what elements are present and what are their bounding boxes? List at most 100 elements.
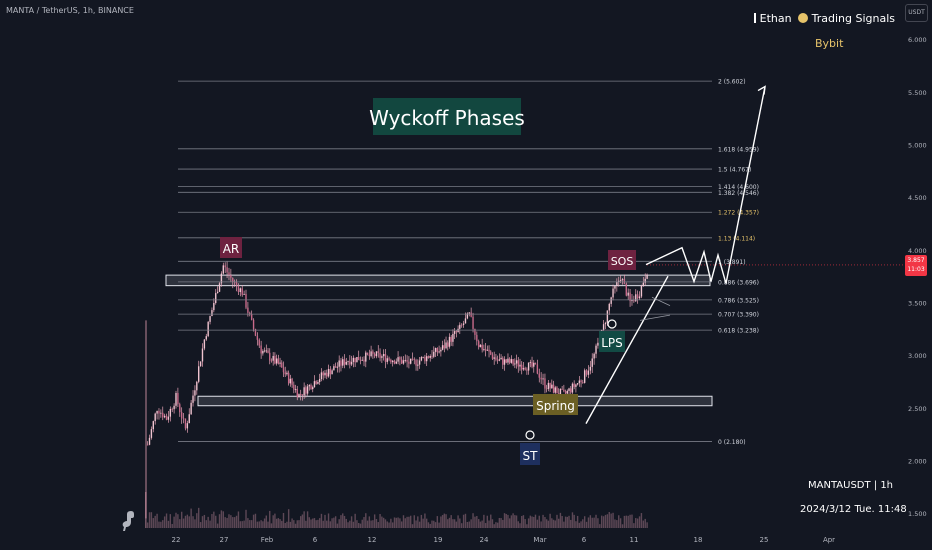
volume-bar [466,521,469,528]
candle-body [175,392,177,406]
volume-bar [614,519,616,528]
candle-body [534,362,537,365]
volume-bar [148,512,151,528]
candle-body [478,341,480,348]
candle-body [517,360,519,367]
volume-bar [216,523,219,528]
volume-bar [420,514,423,528]
candle-body [433,351,435,357]
volume-bar [479,521,482,528]
volume-bar [281,520,283,528]
volume-bar [582,519,584,528]
candle-body [483,349,485,350]
candle-body [269,352,271,361]
volume-bar [375,519,378,528]
volume-bar [384,519,387,528]
x-tick-label: Feb [261,536,274,544]
candle-body [375,351,378,357]
volume-bar [154,515,156,528]
candle-body [402,360,405,364]
volume-bar [536,519,539,528]
candle-body [502,357,504,365]
currency-button[interactable]: USDT [905,4,928,22]
candle-body [573,383,575,387]
volume-bar [315,520,317,528]
volume-bar [365,513,367,528]
volume-bar [558,518,560,528]
exchange-name: Bybit [815,37,844,50]
candle-body [249,312,251,315]
volume-bar [329,521,332,528]
candle-body [233,282,236,283]
volume-bar [237,511,240,528]
volume-bar [368,516,371,528]
candle-body [287,372,290,384]
candle-body [425,356,428,362]
candle-body [301,394,304,396]
volume-bar [621,524,624,528]
volume-bar [218,514,221,528]
projection-arrow-head [757,85,766,95]
candle-body [524,368,526,370]
volume-bar [448,517,451,528]
candle-body [570,388,572,393]
volume-bar [642,520,645,528]
candle-body [486,349,489,351]
volume-bar [198,507,200,528]
candle-body [642,282,645,286]
candle-body [279,362,281,364]
volume-bar [293,520,295,528]
candle-body [363,359,365,362]
volume-bar [533,516,535,528]
fib-level-label: 1.382 (4.546) [718,190,759,197]
volume-bar [434,522,437,528]
volume-bar [263,518,266,528]
candle-body [434,347,437,352]
candle-body [356,356,358,363]
volume-bar [322,520,324,528]
volume-bar [357,523,360,528]
volume-bar [635,518,637,528]
candle-body [629,292,631,302]
tradingview-logo-icon[interactable] [122,509,136,531]
volume-bar [363,517,365,528]
volume-bar [438,522,440,528]
volume-bar [443,513,446,528]
candle-body [270,360,273,362]
x-tick-label: 12 [368,536,377,544]
candle-body [583,370,586,383]
candle-body [289,378,292,384]
x-tick-label: Mar [533,536,546,544]
volume-bar [460,523,463,528]
volume-bar [245,509,247,528]
candle-body [545,388,548,390]
candle-body [343,359,346,365]
volume-bar [203,514,206,528]
candle-body [163,415,166,418]
volume-bar [146,522,149,528]
x-tick-label: 19 [434,536,443,544]
volume-bar [308,517,310,528]
candle-body [274,355,276,364]
current-price-value: 3.857 [907,257,925,264]
volume-bar [623,515,626,528]
candle-body [470,312,472,317]
symbol-header[interactable]: MANTA / TetherUS, 1h, BINANCE [6,6,134,15]
candle-body [256,335,259,340]
volume-bar [393,517,396,528]
candle-body [393,360,396,364]
volume-bar [361,519,363,528]
candle-body [224,265,226,268]
volume-bar [593,517,595,528]
candle-body [250,314,253,320]
candle-body [424,356,426,362]
candle-body [536,364,539,374]
volume-bar [580,521,582,528]
volume-bar [370,520,372,528]
candle-body [281,362,283,368]
volume-bar [563,521,565,528]
volume-bar [249,520,251,528]
volume-bar [459,518,461,528]
annotation-label-st: ST [523,449,539,463]
